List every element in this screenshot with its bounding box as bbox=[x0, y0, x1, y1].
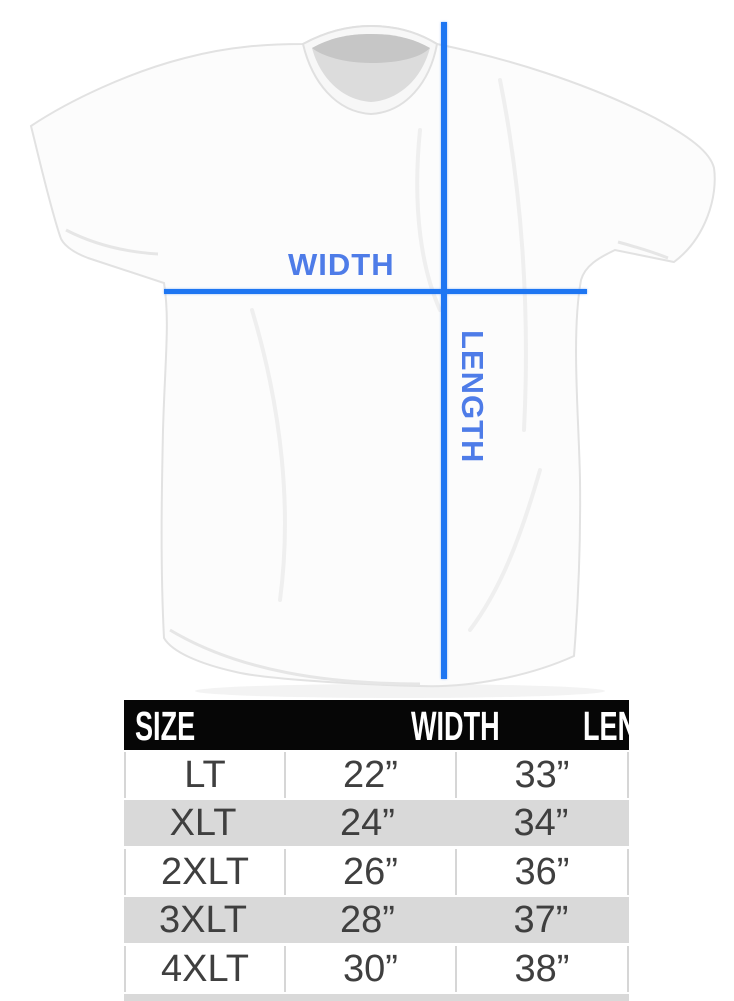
cell-size: 2XLT bbox=[160, 850, 249, 893]
cell-size: LT bbox=[184, 754, 226, 796]
table-row: 4XLT 30” 38” bbox=[124, 945, 629, 992]
width-measure-line bbox=[164, 289, 587, 294]
cell-length: 37” bbox=[513, 899, 569, 942]
header-width: WIDTH bbox=[411, 703, 500, 749]
tshirt-diagram: WIDTH LENGTH bbox=[29, 22, 716, 698]
table-bottom-strip bbox=[124, 993, 629, 1001]
size-chart-table: SIZE WIDTH LENGTH LT 22” 33” XLT 24” 34”… bbox=[124, 700, 694, 1001]
cell-width: 28” bbox=[340, 899, 395, 942]
cell-width: 22” bbox=[284, 752, 455, 798]
table-row: 3XLT 28” 37” bbox=[124, 897, 629, 944]
tshirt-graphic bbox=[29, 24, 716, 698]
length-measure-line bbox=[441, 22, 447, 679]
table-header-row: SIZE WIDTH LENGTH bbox=[124, 700, 694, 750]
cell-length: 33” bbox=[455, 752, 627, 798]
cell-size: 3XLT bbox=[158, 899, 247, 942]
header-size: SIZE bbox=[135, 703, 196, 749]
table-row: XLT 24” 34” bbox=[124, 800, 629, 847]
cell-width: 24” bbox=[340, 802, 395, 845]
header-length: LENGTH bbox=[583, 703, 695, 749]
cell-size: 4XLT bbox=[160, 947, 249, 990]
cell-length: 36” bbox=[455, 848, 627, 895]
cell-size: XLT bbox=[169, 802, 237, 845]
width-label: WIDTH bbox=[288, 247, 395, 282]
table-row: LT 22” 33” bbox=[124, 752, 629, 798]
cell-length: 38” bbox=[455, 945, 627, 992]
cell-length: 34” bbox=[513, 802, 569, 845]
cell-width: 30” bbox=[284, 945, 455, 992]
table-row: 2XLT 26” 36” bbox=[124, 848, 629, 895]
length-label: LENGTH bbox=[455, 330, 490, 464]
cell-width: 26” bbox=[284, 848, 455, 895]
